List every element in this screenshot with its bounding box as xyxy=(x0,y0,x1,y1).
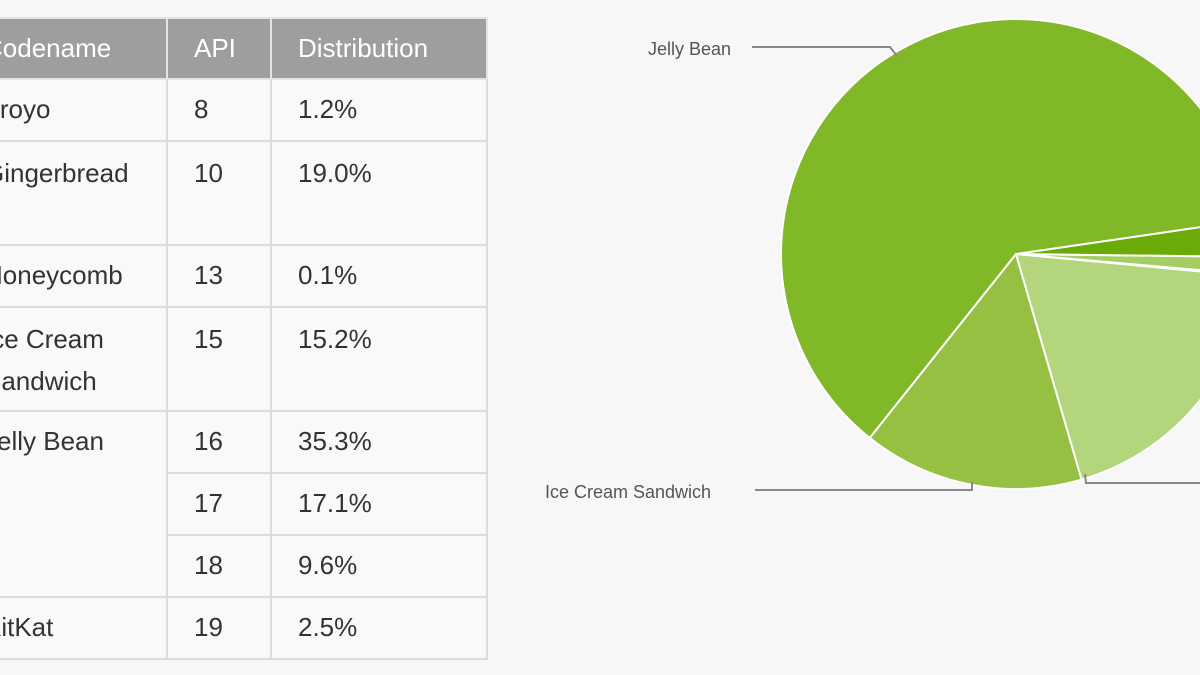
api-cell: 13 xyxy=(166,244,272,308)
distribution-cell: 0.1% xyxy=(270,244,488,308)
pie-slice-gingerbread xyxy=(1015,253,1200,481)
distribution-cell: 15.2% xyxy=(270,306,488,412)
api-cell: 16 xyxy=(166,410,272,474)
table-row: KitKat 19 2.5% xyxy=(0,596,488,660)
api-cell: 8 xyxy=(166,78,272,142)
codename-cell: KitKat xyxy=(0,596,168,660)
table-row: Gingerbread 10 19.0% xyxy=(0,140,488,246)
api-cell: 15 xyxy=(166,306,272,412)
codename-cell: Jelly Bean xyxy=(0,410,168,598)
table-row: Froyo 8 1.2% xyxy=(0,78,488,142)
api-cell: 10 xyxy=(166,140,272,246)
distribution-cell: 35.3% xyxy=(270,410,488,474)
codename-cell: Ice Cream Sandwich xyxy=(0,306,168,412)
distribution-table: Codename API Distribution Froyo 8 1.2% G… xyxy=(0,17,488,660)
distribution-cell: 2.5% xyxy=(270,596,488,660)
codename-cell: Froyo xyxy=(0,78,168,142)
leader-line-gingerbread xyxy=(1084,473,1200,484)
label-jelly-bean: Jelly Bean xyxy=(648,39,731,59)
api-cell: 19 xyxy=(166,596,272,660)
pie-slice-jelly-bean xyxy=(780,18,1200,439)
header-api: API xyxy=(166,17,272,80)
pie-slice-froyo xyxy=(1015,253,1200,272)
distribution-cell: 19.0% xyxy=(270,140,488,246)
table-header-row: Codename API Distribution xyxy=(0,17,488,80)
distribution-cell: 1.2% xyxy=(270,78,488,142)
leader-line-jelly-bean xyxy=(752,46,898,57)
distribution-cell: 17.1% xyxy=(270,472,488,536)
pie-slice-ice-cream-sandwich xyxy=(868,253,1083,490)
label-ice-cream-sandwich: Ice Cream Sandwich xyxy=(545,482,711,502)
codename-cell: Gingerbread xyxy=(0,140,168,246)
codename-cell: Honeycomb xyxy=(0,244,168,308)
header-distribution: Distribution xyxy=(270,17,488,80)
header-codename: Codename xyxy=(0,17,168,80)
table-row: Jelly Bean 16 35.3% xyxy=(0,410,488,598)
table-row: 18 9.6% xyxy=(0,534,488,598)
api-cell: 18 xyxy=(166,534,272,598)
api-cell: 17 xyxy=(166,472,272,536)
leader-line-ice-cream-sandwich xyxy=(755,482,973,491)
table-row: Honeycomb 13 0.1% xyxy=(0,244,488,308)
distribution-cell: 9.6% xyxy=(270,534,488,598)
table-row: 17 17.1% xyxy=(0,472,488,536)
table-row: Ice Cream Sandwich 15 15.2% xyxy=(0,306,488,412)
